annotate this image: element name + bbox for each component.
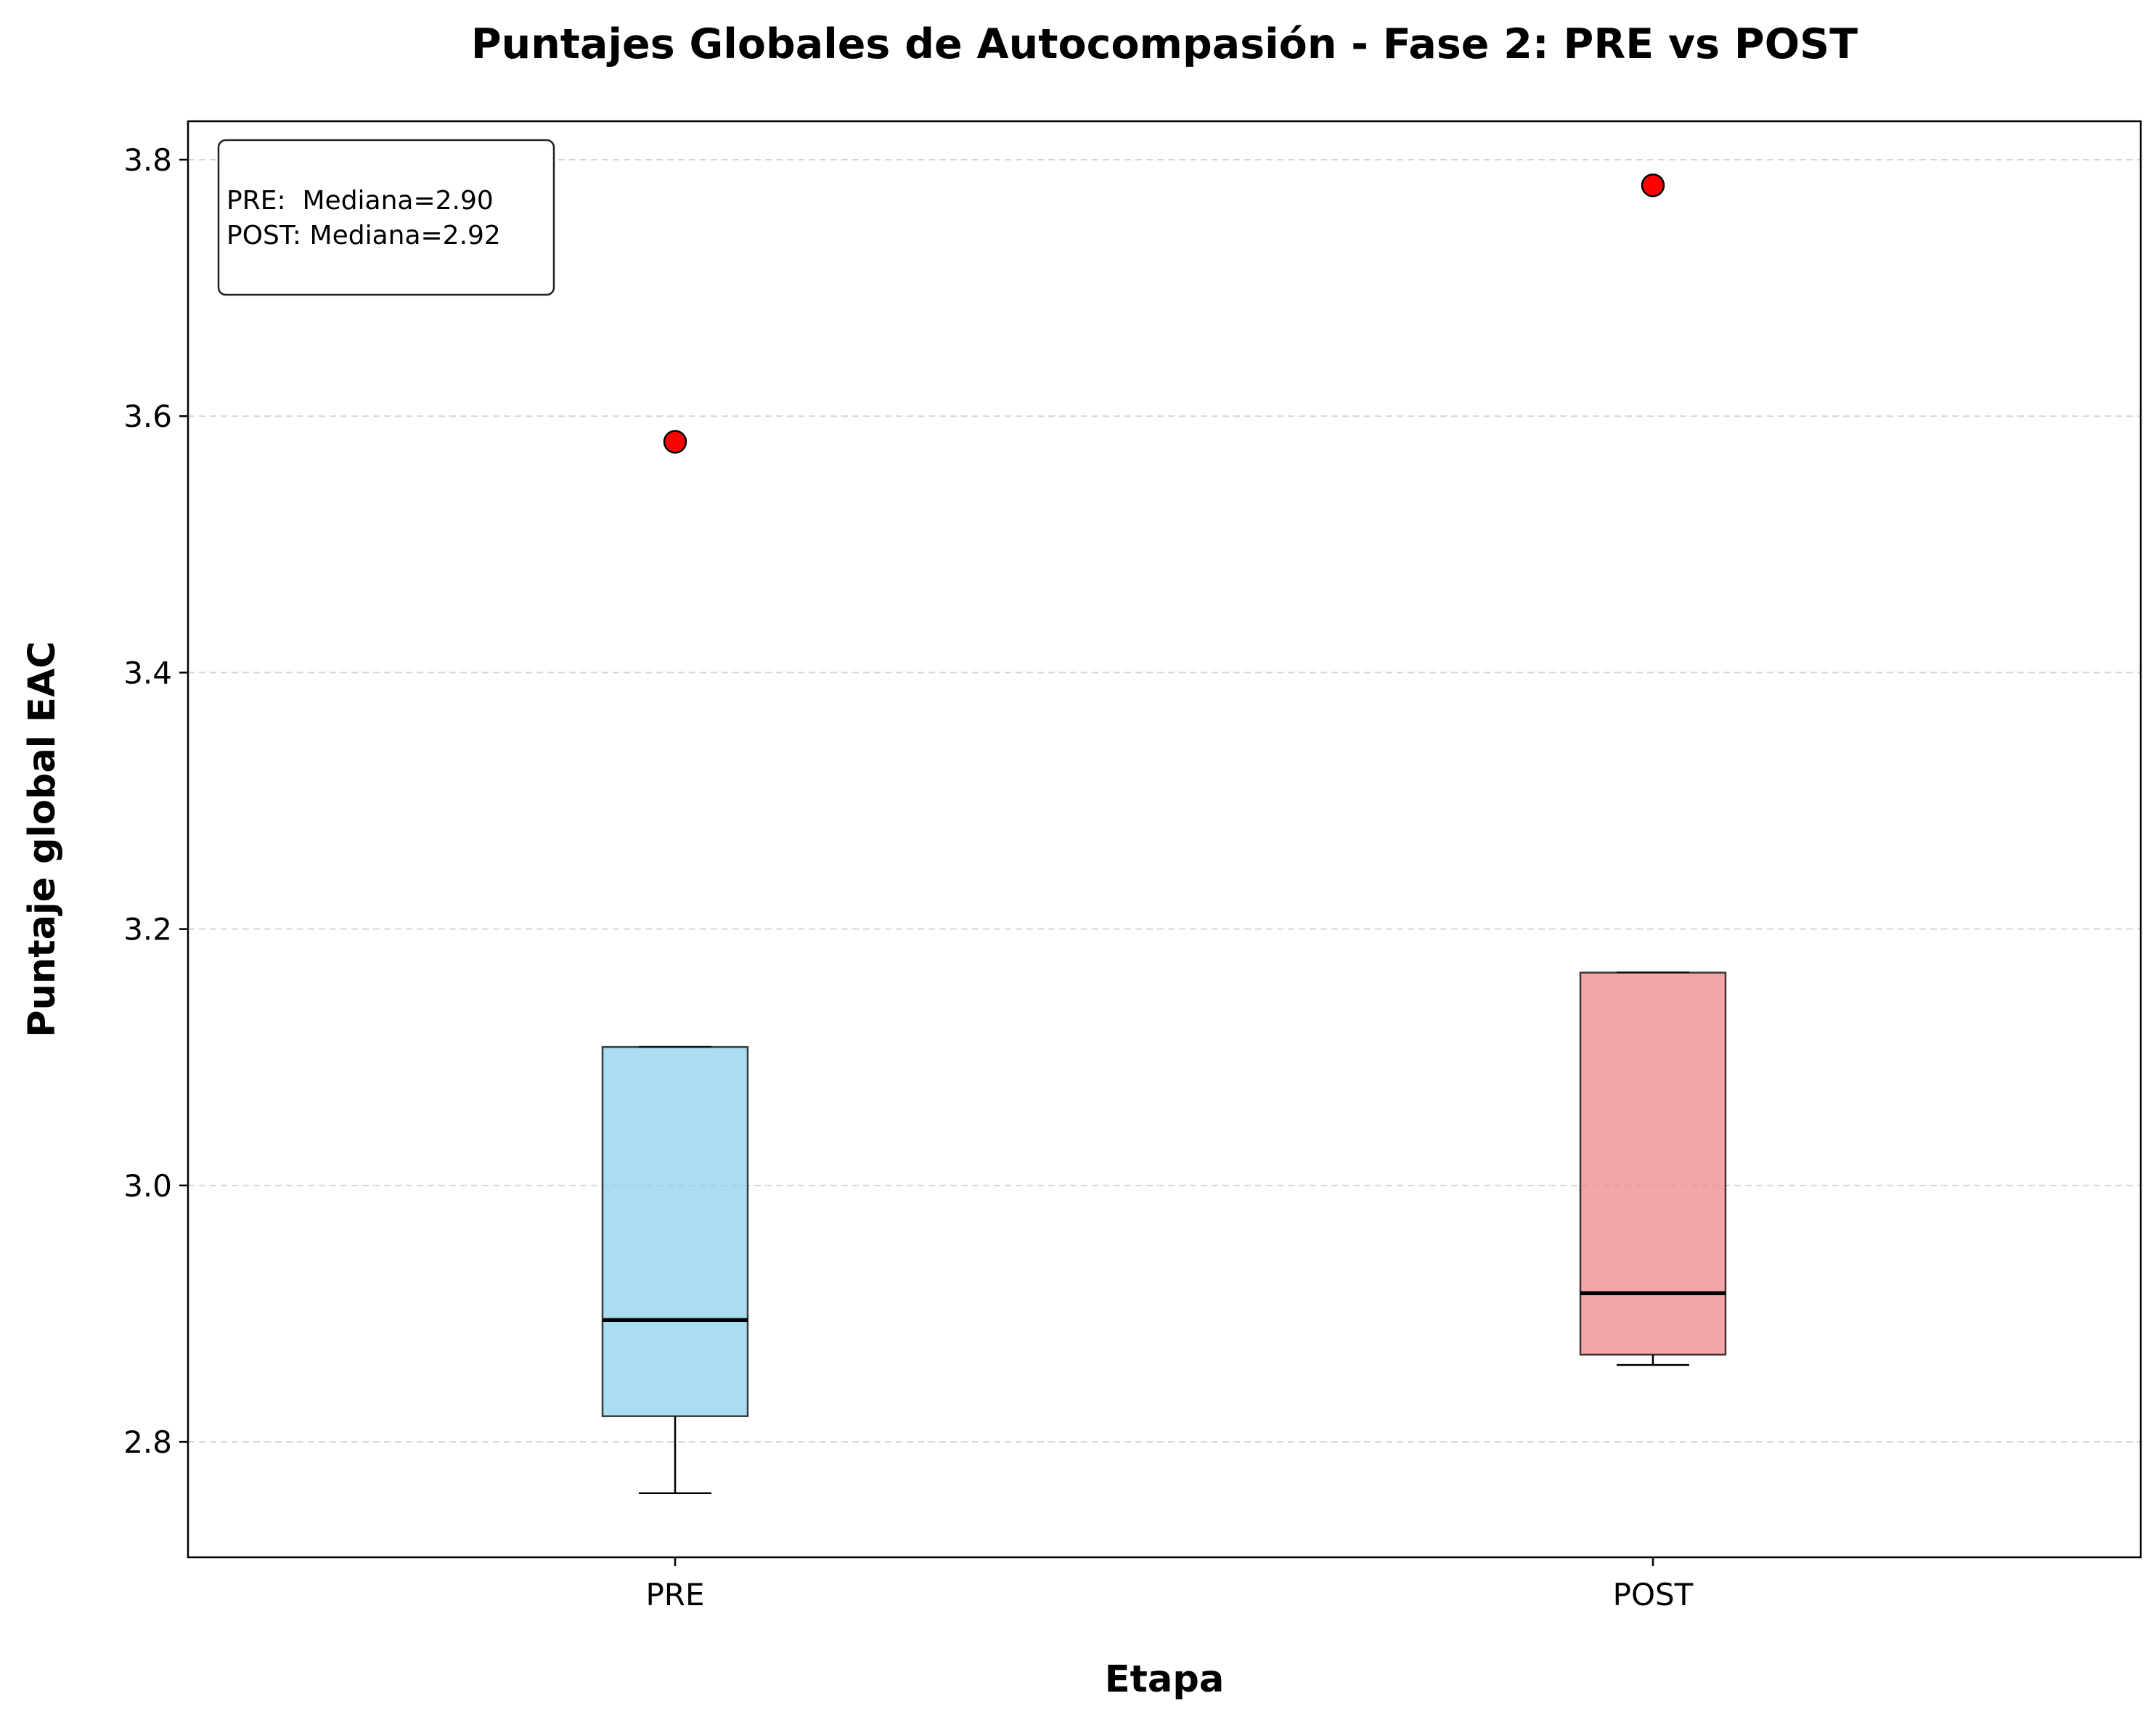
- y-tick-label: 3.8: [123, 142, 172, 178]
- y-tick-label: 3.0: [123, 1168, 172, 1204]
- box-post: [1579, 174, 1727, 1366]
- x-tick-label: PRE: [645, 1577, 704, 1612]
- box-iqr: [601, 1045, 749, 1417]
- x-axis: PRE POST: [645, 1557, 1694, 1612]
- grid: [188, 158, 2141, 1443]
- median-annotation: PRE: Mediana=2.90 POST: Mediana=2.92: [217, 139, 555, 296]
- annotation-line-pre: PRE: Mediana=2.90: [226, 186, 494, 216]
- y-axis: 2.8 3.0 3.2 3.4 3.6 3.8: [123, 142, 188, 1460]
- y-tick-label: 2.8: [123, 1424, 172, 1460]
- boxes: [601, 174, 1727, 1494]
- box-pre: [601, 430, 749, 1494]
- y-tick-label: 3.4: [123, 655, 172, 690]
- y-tick-label: 3.6: [123, 399, 172, 434]
- x-tick-label: POST: [1613, 1577, 1694, 1612]
- chart-title: Puntajes Globales de Autocompasión - Fas…: [471, 20, 1858, 68]
- outlier-point: [663, 430, 687, 454]
- plot-frame: [187, 120, 2142, 1559]
- annotation-line-post: POST: Mediana=2.92: [226, 221, 501, 250]
- annotation-box: [217, 139, 555, 296]
- x-axis-label: Etapa: [1105, 1658, 1225, 1701]
- box-iqr: [1579, 971, 1727, 1356]
- outlier-point: [1641, 174, 1665, 197]
- y-axis-label: Puntaje global EAC: [21, 641, 64, 1037]
- y-tick-label: 3.2: [123, 912, 172, 947]
